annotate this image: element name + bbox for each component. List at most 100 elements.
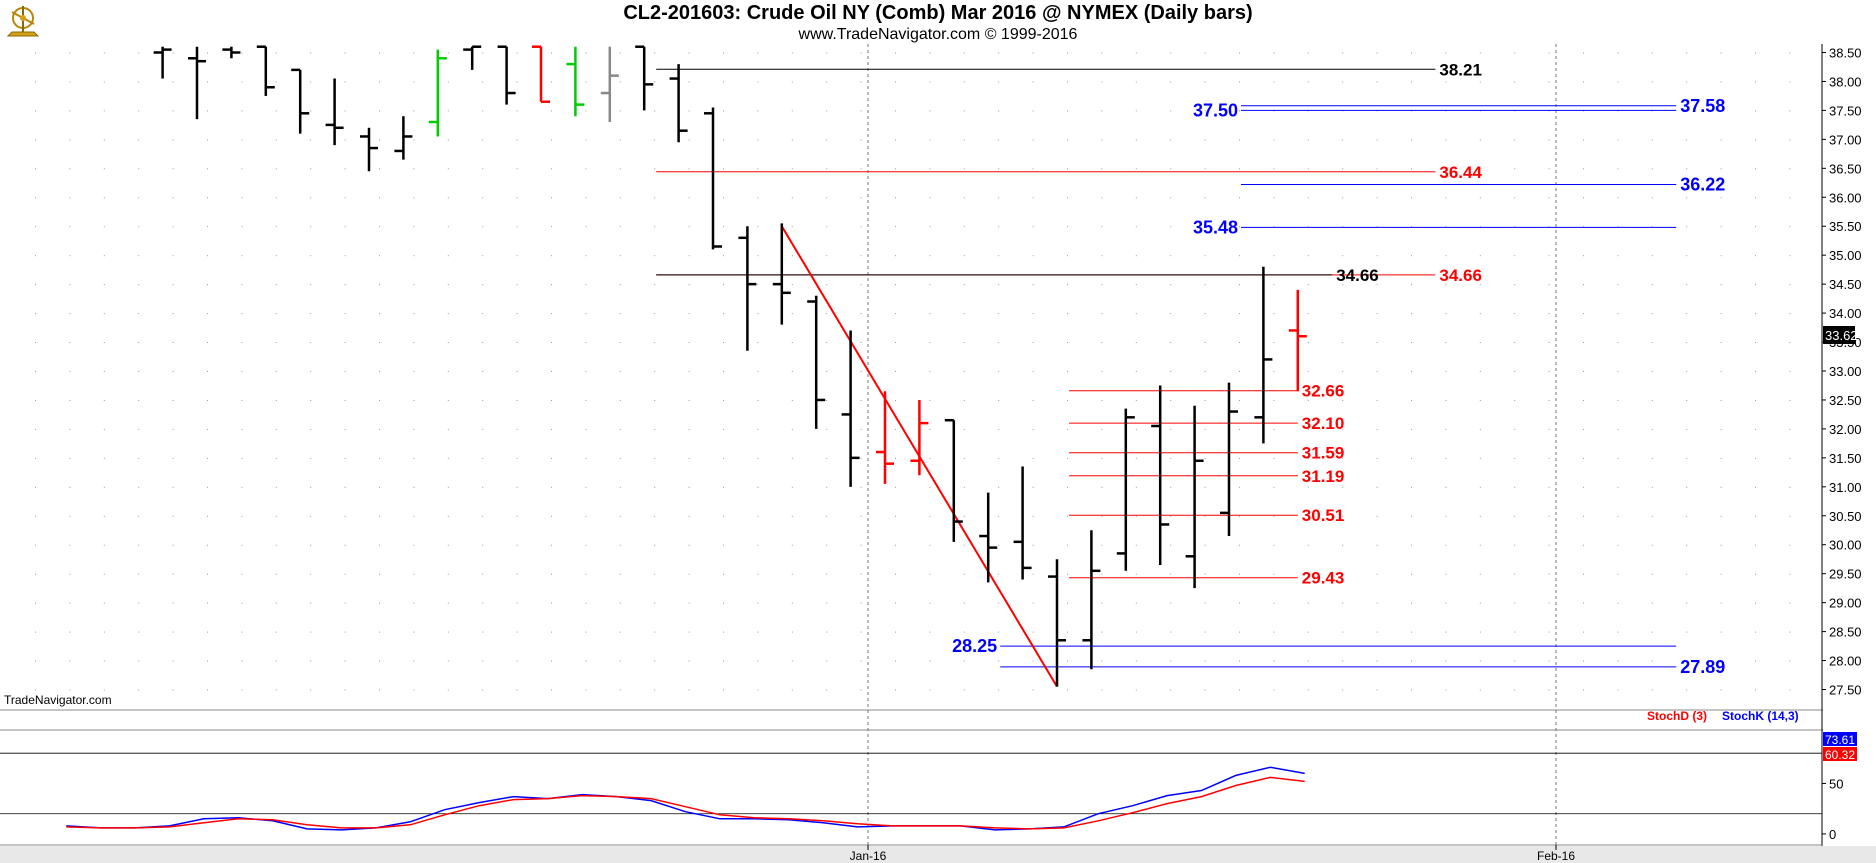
grid-dot [1617,371,1619,372]
grid-dot [138,428,140,430]
grid-dot [241,139,243,141]
grid-dot [1342,255,1344,257]
grid-dot [1239,168,1240,170]
price-tick-label: 31.00 [1829,480,1862,495]
grid-dot [757,400,759,401]
level-label: 28.25 [952,636,997,656]
grid-dot [826,515,828,517]
grid-dot [241,544,243,546]
grid-dot [275,226,277,228]
grid-dot [241,255,243,257]
grid-dot [516,197,518,199]
grid-dot [413,313,415,315]
grid-dot [1307,284,1309,286]
price-tick-label: 30.00 [1829,538,1862,553]
grid-dot [1755,226,1756,228]
grid-dot [1789,631,1791,633]
grid-dot [1445,81,1447,83]
grid-dot [723,602,724,604]
grid-dot [1067,371,1068,372]
grid-dot [895,342,896,343]
grid-dot [585,457,587,459]
grid-dot [929,81,931,83]
stochk-last-box [1823,732,1857,746]
grid-dot [207,342,208,343]
grid-dot [791,486,793,488]
grid-dot [1342,342,1344,343]
grid-dot [826,428,828,430]
grid-dot [379,660,380,662]
chart-title: CL2-201603: Crude Oil NY (Comb) Mar 2016… [623,2,1253,24]
grid-dot [619,602,621,604]
grid-dot [895,110,896,112]
price-tick-label: 36.50 [1829,161,1862,176]
grid-dot [1170,544,1172,546]
grid-dot [482,81,484,83]
grid-dot [69,573,71,575]
grid-dot [413,631,415,633]
grid-dot [103,81,105,83]
grid-dot [998,486,1000,488]
grid-dot [826,486,828,488]
grid-dot [1135,428,1137,430]
grid-dot [1445,486,1447,488]
ohlc-bar [291,68,310,134]
grid-dot [1170,602,1172,604]
grid-dot [516,255,518,257]
grid-dot [723,631,724,633]
grid-dot [379,52,380,54]
ohlc-bar [944,418,963,542]
grid-dot [344,660,346,662]
grid-dot [1204,342,1206,343]
grid-dot [1445,255,1447,257]
grid-dot [1651,52,1653,54]
grid-dot [723,400,724,401]
grid-dot [1135,313,1137,315]
grid-dot [241,631,243,633]
grid-dot [1032,81,1034,83]
grid-dot [1548,457,1550,459]
watermark-label: TradeNavigator.com [4,693,112,707]
grid-dot [241,400,243,401]
grid-dot [1273,168,1275,170]
grid-dot [619,631,621,633]
grid-dot [516,400,518,401]
grid-dot [1032,515,1034,517]
grid-dot [1307,52,1309,54]
grid-dot [1583,544,1584,546]
grid-dot [723,197,724,199]
grid-dot [998,573,1000,575]
grid-dot [35,197,36,199]
price-tick-label: 33.00 [1829,364,1862,379]
stochd-last-value: 60.32 [1825,748,1855,762]
grid-dot [1342,139,1344,141]
grid-dot [1514,52,1516,54]
grid-dot [241,313,243,315]
grid-dot [379,457,380,459]
grid-dot [1342,428,1344,430]
grid-dot [172,139,174,141]
ohlc-bar [738,226,757,351]
grid-dot [826,284,828,286]
grid-dot [826,226,828,228]
grid-dot [1789,573,1791,575]
grid-dot [1445,168,1447,170]
grid-dot [103,602,105,604]
grid-dot [103,226,105,228]
grid-dot [1342,371,1344,372]
grid-dot [1170,139,1172,141]
grid-dot [69,255,71,257]
grid-dot [1101,400,1103,401]
grid-dot [1789,139,1791,141]
price-tick-label: 32.50 [1829,393,1862,408]
grid-dot [482,255,484,257]
grid-dot [551,573,552,575]
grid-dot [1239,428,1240,430]
grid-dot [482,342,484,343]
grid-dot [103,544,105,546]
grid-dot [1789,689,1791,691]
grid-dot [310,255,312,257]
grid-dot [1514,689,1516,691]
level-label: 36.44 [1439,163,1482,182]
price-tick-label: 37.00 [1829,132,1862,147]
